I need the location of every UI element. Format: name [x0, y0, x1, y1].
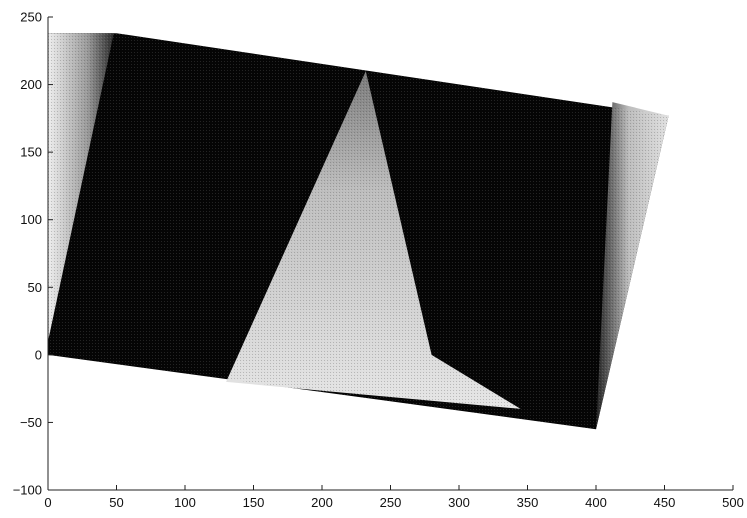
x-tick-label-500: 500: [722, 495, 744, 510]
x-axis-ticks: 0 50 100 150 200 250 300 350 400 450 500: [44, 485, 744, 510]
x-tick-label-0: 0: [44, 495, 51, 510]
y-tick-label-250: 250: [20, 10, 42, 25]
y-tick-label--100: −100: [13, 483, 42, 498]
x-tick-label-450: 450: [654, 495, 676, 510]
image-grain-overlay: [48, 33, 669, 430]
y-tick-label-100: 100: [20, 212, 42, 227]
y-tick-label-0: 0: [35, 347, 42, 362]
x-tick-label-350: 350: [517, 495, 539, 510]
y-tick-label-200: 200: [20, 77, 42, 92]
x-tick-label-100: 100: [174, 495, 196, 510]
x-tick-label-200: 200: [311, 495, 333, 510]
x-tick-label-50: 50: [109, 495, 123, 510]
y-tick-label-150: 150: [20, 145, 42, 160]
x-tick-label-150: 150: [243, 495, 265, 510]
y-tick-label-50: 50: [28, 280, 42, 295]
image-layer: [48, 33, 669, 430]
x-tick-label-400: 400: [585, 495, 607, 510]
axes: 0 50 100 150 200 250 300 350 400 450 500 −100 −50 0 5…: [13, 10, 744, 511]
x-tick-label-250: 250: [380, 495, 402, 510]
y-axis-ticks: −100 −50 0 50 100 150 200 250: [13, 10, 53, 498]
y-tick-label--50: −50: [20, 415, 42, 430]
x-tick-label-300: 300: [448, 495, 470, 510]
